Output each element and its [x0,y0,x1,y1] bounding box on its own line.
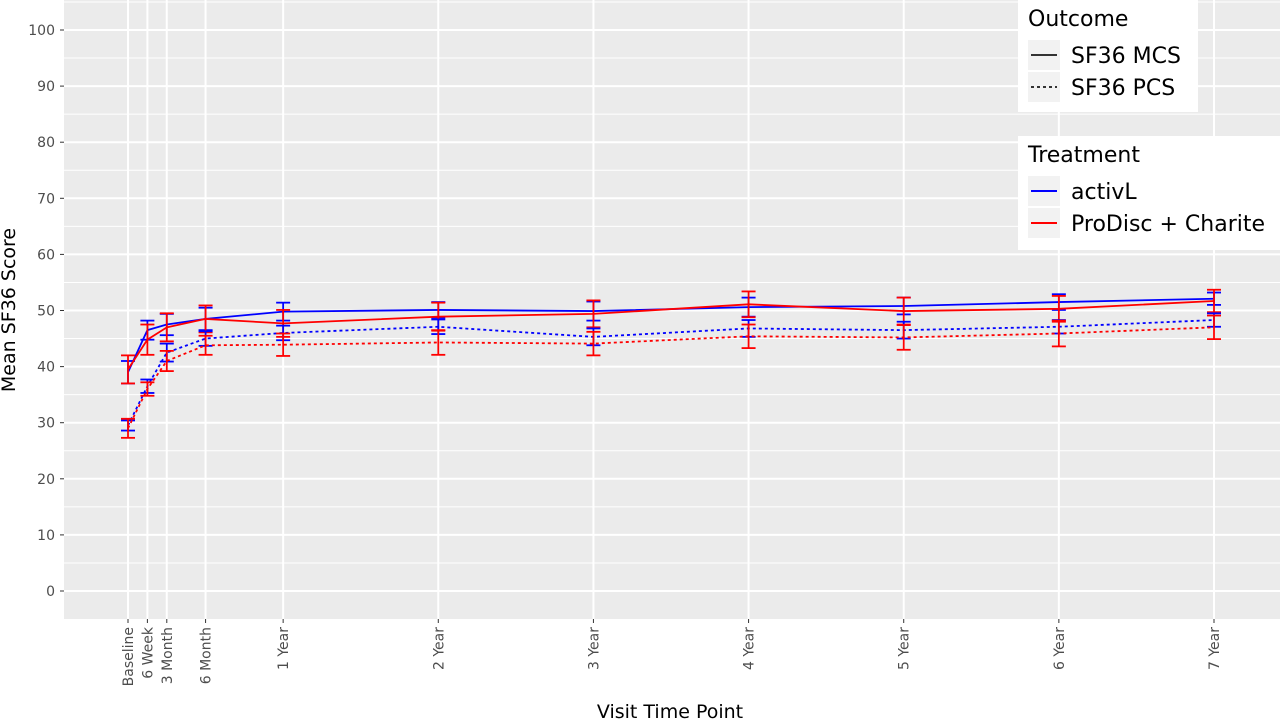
legend-title: Treatment [1027,143,1140,168]
x-tick-label: 3 Year [586,627,602,670]
y-tick-label: 90 [37,79,55,95]
x-tick-label: 6 Month [199,627,215,684]
series-1 [121,288,1221,385]
y-tick-label: 70 [37,191,55,207]
legends: Outcome SF36 MCS SF36 PCS Treatment activL Pr… [1018,0,1280,250]
y-tick-label: 60 [37,247,55,263]
x-tick-label: 7 Year [1207,627,1223,670]
legend-entry-label: ProDisc + Charite [1071,212,1265,237]
legend-0: Outcome SF36 MCS SF36 PCS [1018,0,1198,112]
x-tick-label: 5 Year [897,627,913,670]
y-tick-label: 0 [46,584,55,600]
x-tick-label: 4 Year [742,627,758,670]
y-tick-label: 100 [28,23,55,39]
series-layer [121,288,1221,439]
y-tick-label: 80 [37,135,55,151]
x-axis: Baseline 6 Week 3 Month 6 Month 1 Year 2 Year… [121,619,1223,686]
legend-entry-label: activL [1071,180,1137,205]
legend-1: Treatment activL ProDisc + Charite [1018,136,1280,250]
series-3 [121,314,1221,439]
x-tick-label: 3 Month [160,627,176,684]
y-tick-label: 20 [37,472,55,488]
y-axis: 0 10 20 30 40 50 60 70 80 90 100 [28,23,64,600]
x-tick-label: Baseline [121,627,137,686]
legend-entry-label: SF36 MCS [1071,44,1181,69]
y-tick-label: 50 [37,304,55,320]
x-tick-label: 1 Year [276,627,292,670]
x-tick-label: 6 Year [1052,627,1068,670]
legend-entry-label: SF36 PCS [1071,76,1175,101]
y-axis-title: Mean SF36 Score [0,228,20,392]
x-axis-title: Visit Time Point [597,701,743,721]
x-tick-label: 2 Year [431,627,447,670]
x-tick-label: 6 Week [140,626,156,679]
y-tick-label: 10 [37,528,55,544]
y-tick-label: 30 [37,416,55,432]
legend-title: Outcome [1028,7,1128,32]
y-tick-label: 40 [37,360,55,376]
